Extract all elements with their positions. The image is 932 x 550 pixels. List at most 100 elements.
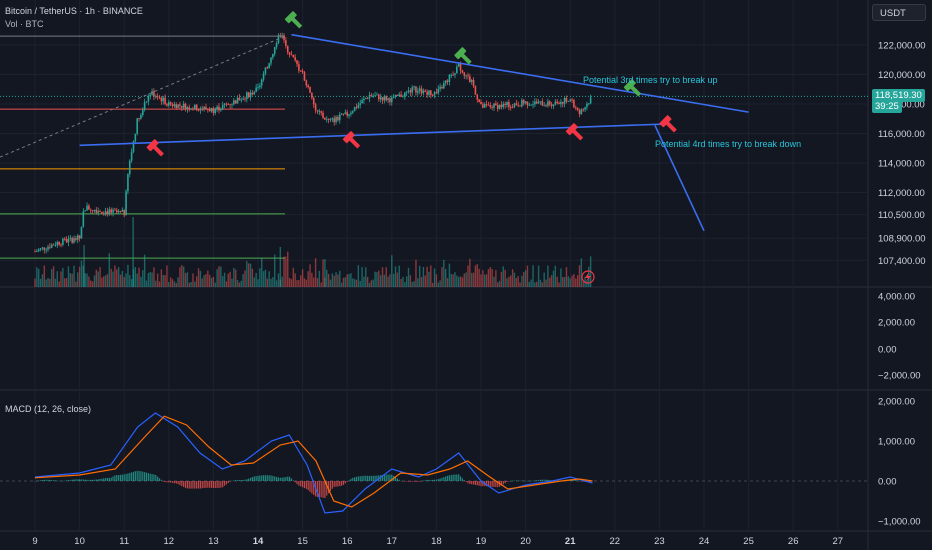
macd-histogram-bar [158,478,161,481]
candle-body [324,117,326,120]
macd-histogram-bar [541,479,543,481]
macd-histogram-bar [406,481,408,482]
candle-body [138,118,140,120]
volume-bar [134,267,137,287]
macd-histogram-bar [266,475,268,481]
currency-button[interactable]: USDT [872,4,926,21]
volume-bar [175,282,177,287]
volume-bar [51,269,53,287]
candle-body [220,108,222,111]
sell-marker-icon[interactable] [565,123,586,144]
sell-marker-icon[interactable] [146,139,167,160]
lightning-circle-icon[interactable] [581,270,595,284]
price-tick-label: 122,000.00 [878,41,926,52]
candle-body [532,104,534,106]
volume-bar [359,280,361,287]
macd-histogram-bar [368,475,371,481]
dashed-trend-line[interactable] [0,35,286,158]
macd-histogram-bar [556,480,558,482]
volume-bar [64,278,66,287]
volume-bar [437,282,439,287]
macd-histogram-bar [380,475,382,481]
candle-body [480,101,482,105]
macd-histogram-bar [420,481,423,482]
time-tick-label: 9 [32,536,37,547]
buy-marker-icon[interactable] [454,47,475,68]
sell-marker-icon[interactable] [342,131,363,152]
macd-histogram-bar [127,473,129,481]
volume-bar [431,282,434,287]
macd-histogram-bar [190,481,192,489]
macd-histogram-bar [329,481,332,491]
macd-histogram-bar [333,481,335,487]
candle-body [281,35,283,37]
volume-bar [508,276,510,287]
trend-line[interactable] [291,33,749,113]
macd-histogram-bar [60,480,62,482]
macd-histogram-bar [430,479,432,481]
volume-bar [433,268,436,287]
macd-histogram-bar [223,481,226,486]
macd-histogram-bar [194,481,196,489]
volume-bar [136,273,138,287]
candle-body [357,104,360,108]
macd-histogram-bar [508,481,510,482]
volume-bar [510,275,512,287]
volume-bar [103,276,105,287]
volume-bar [201,278,203,287]
volume-bar [344,277,347,287]
macd-histogram-bar [409,481,411,482]
time-tick-label: 22 [610,536,621,547]
candle-body [548,101,551,105]
candle-body [184,103,187,110]
candle-body [519,105,521,107]
candle-body [571,99,573,101]
macd-histogram-bar [404,481,406,482]
macd-histogram-bar [277,477,280,481]
candle-body [104,211,107,215]
macd-histogram-bar [354,477,356,481]
candle-body [318,111,321,113]
macd-histogram-bar [242,479,244,481]
volume-bar [225,281,228,287]
sell-marker-icon[interactable] [659,115,680,136]
macd-histogram-bar [523,480,525,482]
volume-bar [418,265,421,287]
volume-bar [400,279,402,287]
macd-histogram-bar [270,475,272,481]
volume-bar [565,267,568,287]
macd-histogram-bar [257,475,259,481]
macd-histogram-bar [344,481,346,484]
buy-marker-icon[interactable] [284,11,305,32]
macd-histogram-bar [82,479,84,481]
macd-histogram-bar [272,475,274,481]
macd-histogram-bar [144,472,146,481]
candle-body [277,35,280,44]
candle-body [487,104,490,106]
volume-bar [52,266,55,287]
volume-bar [58,281,60,287]
candle-body [389,98,391,103]
macd-histogram-bar [157,476,159,481]
macd-histogram-bar [525,480,527,482]
volume-bar [456,275,458,287]
macd-histogram-bar [86,479,88,481]
macd-histogram-bar [199,481,201,489]
volume-bar [368,282,371,287]
volume-bar [47,277,49,287]
trend-line[interactable] [654,125,705,232]
macd-histogram-bar [216,481,218,489]
candle-body [41,247,44,249]
macd-histogram-bar [118,474,120,481]
macd-histogram-bar [500,481,503,486]
candle-body [177,104,179,109]
buy-marker-icon[interactable] [623,79,644,100]
macd-histogram-bar [305,481,307,489]
volume-bar [458,276,460,287]
macd-histogram-bar [539,479,542,481]
volume-bar [207,270,209,287]
macd-histogram-bar [376,475,378,481]
volume-bar [223,272,226,287]
volume-bar [385,267,387,287]
